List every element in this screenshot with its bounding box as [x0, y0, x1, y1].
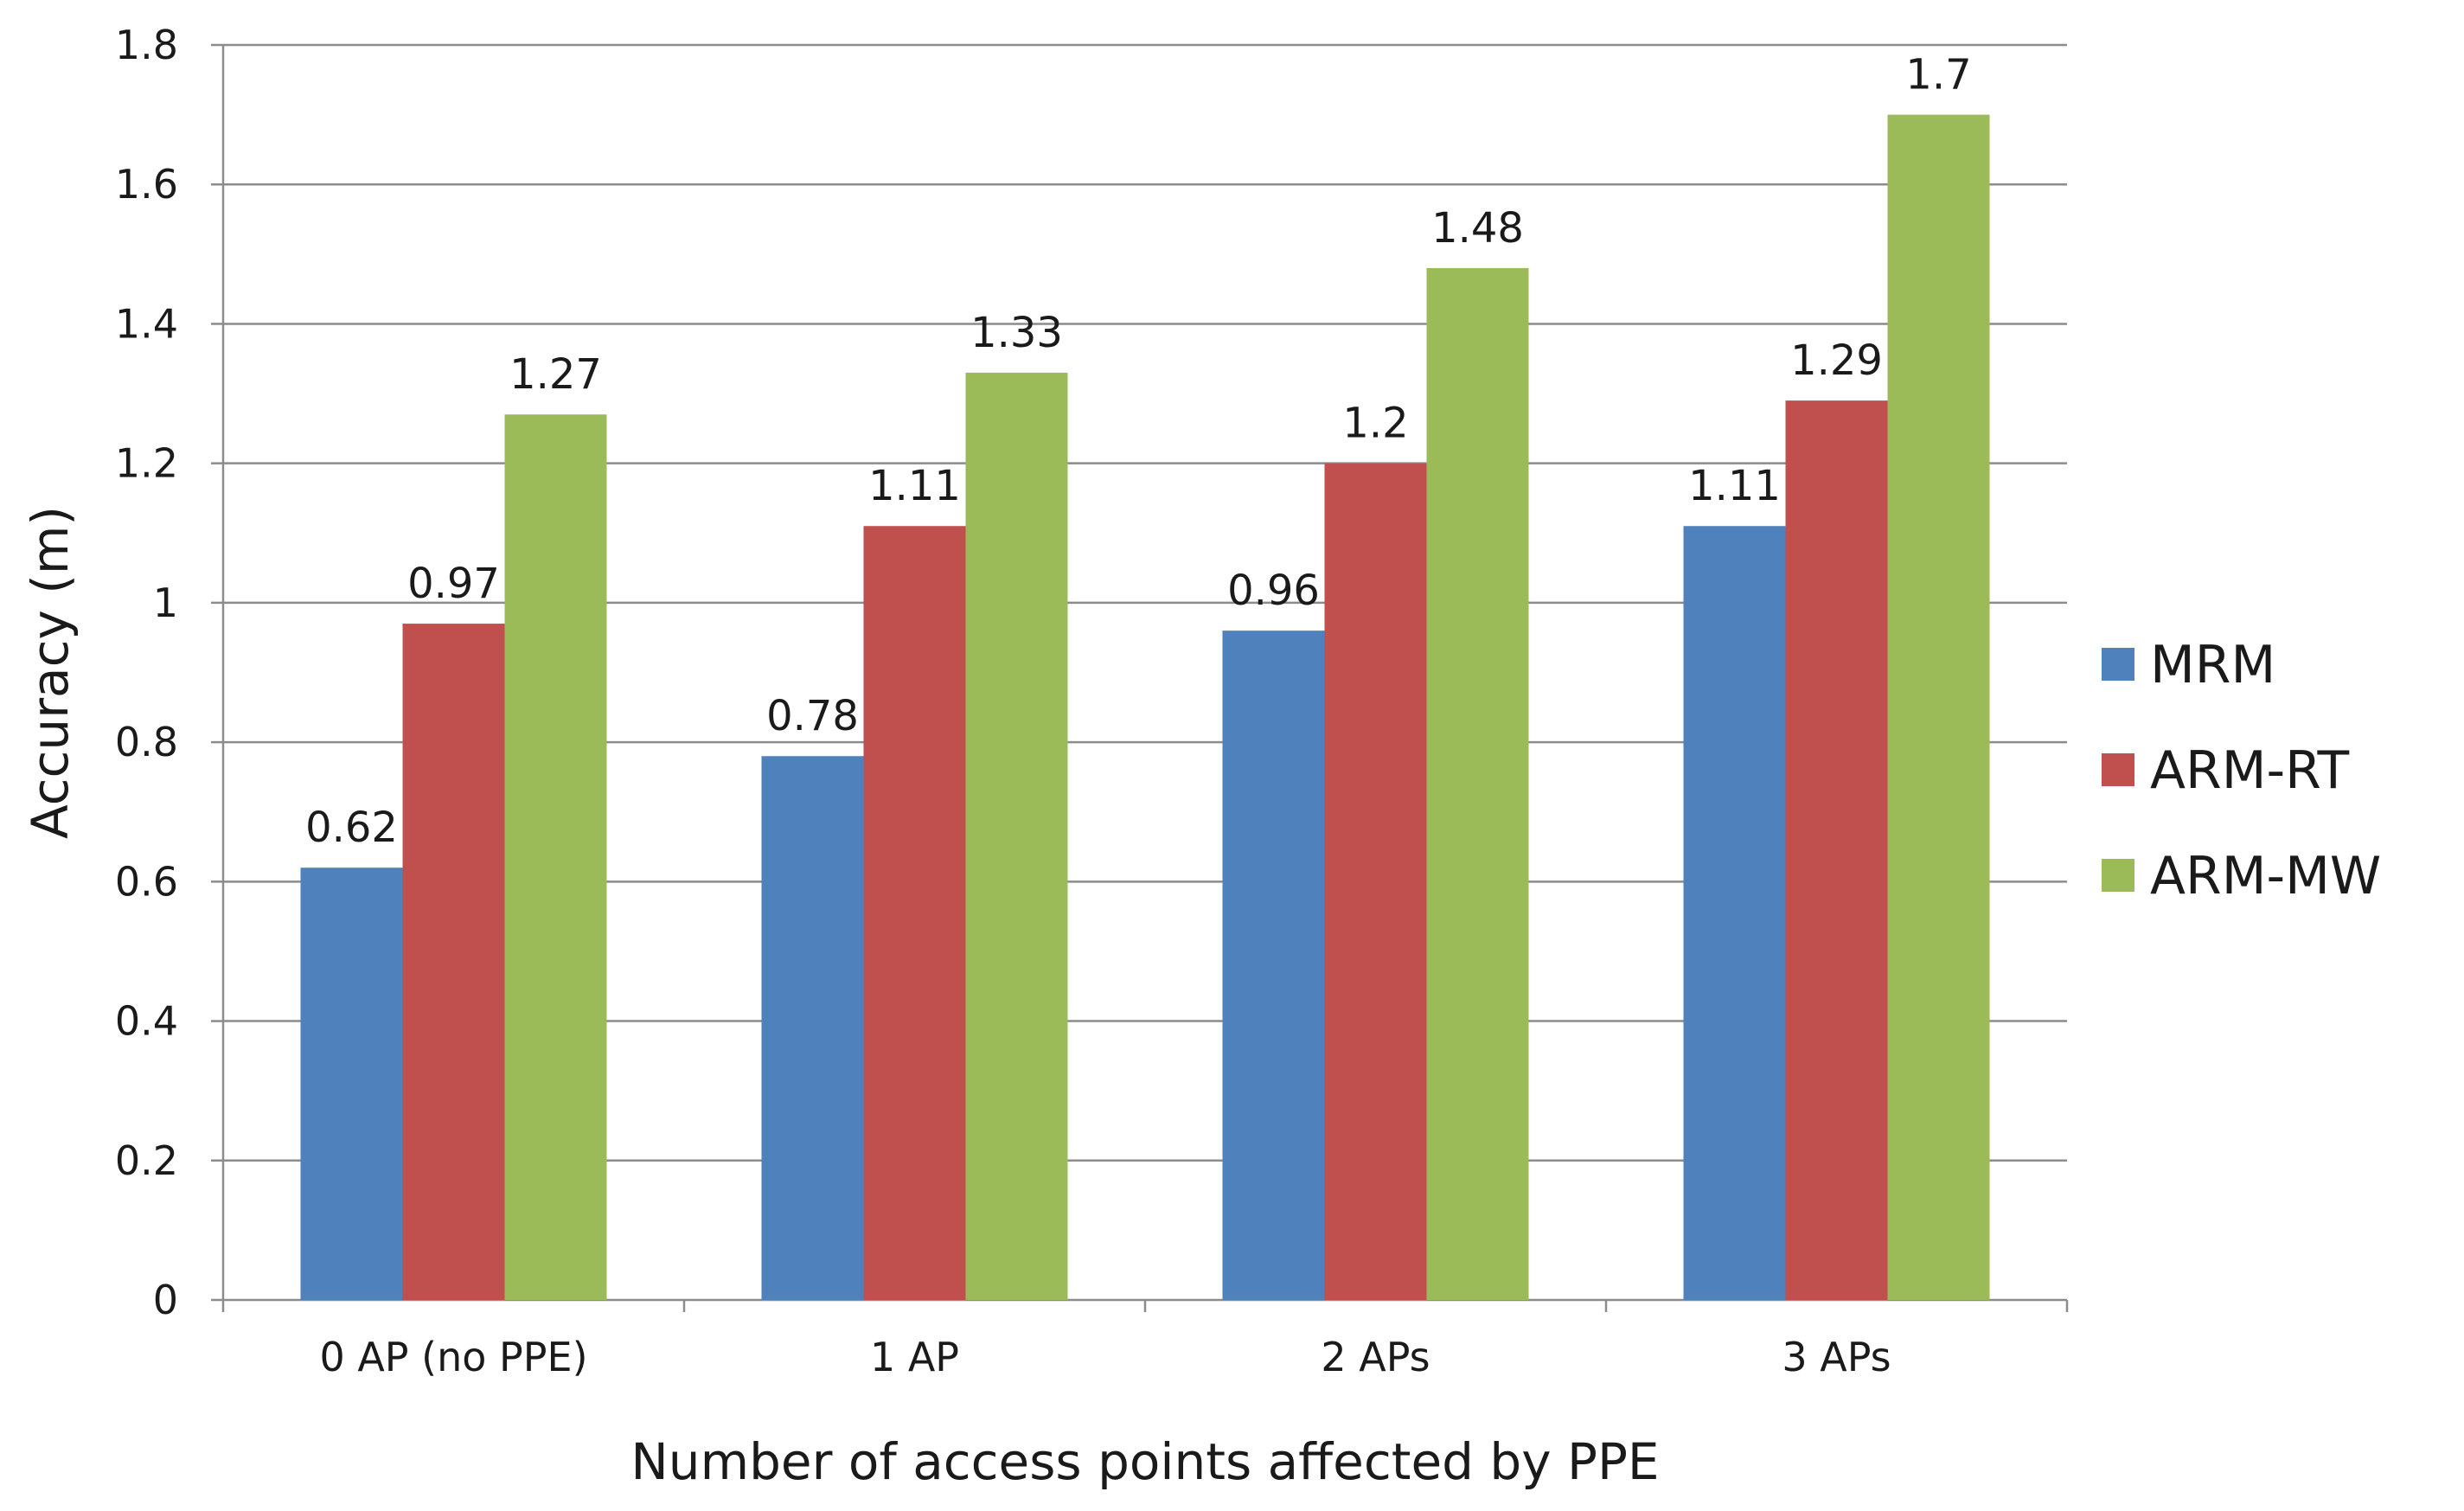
data-label: 1.27 — [509, 350, 602, 399]
data-label: 0.62 — [305, 804, 398, 852]
legend-label-arm-mw: ARM-MW — [2150, 846, 2381, 906]
x-category-label: 3 APs — [1782, 1334, 1891, 1380]
legend: MRM ARM-RT ARM-MW — [2102, 635, 2381, 906]
legend-swatch-arm-mw — [2102, 859, 2134, 892]
x-axis-title: Number of access points affected by PPE — [630, 1432, 1659, 1491]
bar-arm-rt-2 — [863, 526, 966, 1300]
y-tick-label: 0.8 — [115, 719, 178, 765]
legend-label-arm-rt: ARM-RT — [2150, 740, 2349, 801]
x-category-label: 2 APs — [1321, 1334, 1430, 1380]
data-label: 1.48 — [1431, 204, 1524, 253]
x-category-label: 1 AP — [870, 1334, 959, 1380]
bar-arm-mw-2 — [965, 372, 1068, 1301]
data-label: 1.11 — [1688, 462, 1781, 510]
bar-mrm-4 — [1683, 526, 1786, 1300]
y-axis-title: Accuracy (m) — [21, 506, 80, 839]
data-label: 1.2 — [1342, 400, 1408, 448]
x-category-label: 0 AP (no PPE) — [319, 1334, 587, 1380]
y-tick-label: 0 — [153, 1277, 178, 1323]
bar-arm-mw-1 — [504, 414, 607, 1300]
bars — [300, 114, 1990, 1301]
data-label: 1.29 — [1790, 336, 1883, 385]
y-tick-label: 1.6 — [115, 161, 178, 208]
bar-arm-rt-4 — [1785, 400, 1888, 1300]
data-label: 0.78 — [766, 692, 859, 740]
bar-arm-rt-1 — [402, 624, 505, 1300]
data-labels: 0.62 0.97 1.27 0.78 1.11 1.33 0.96 1.2 1.48 1.11 1… — [305, 51, 1972, 853]
bar-arm-mw-3 — [1426, 267, 1529, 1300]
y-tick-label: 0.2 — [115, 1137, 178, 1184]
bar-mrm-1 — [300, 868, 403, 1300]
y-tick-label: 1.4 — [115, 300, 178, 347]
data-label: 0.97 — [407, 560, 500, 608]
data-label: 1.11 — [868, 462, 961, 510]
y-tick-label: 1.2 — [115, 440, 178, 487]
y-tick-label: 1.8 — [115, 22, 178, 68]
legend-swatch-mrm — [2102, 648, 2134, 681]
data-label: 1.7 — [1905, 51, 1971, 99]
y-tick-label: 0.4 — [115, 998, 178, 1045]
bar-arm-rt-3 — [1324, 463, 1427, 1300]
data-label: 0.96 — [1227, 567, 1320, 615]
legend-label-mrm: MRM — [2150, 635, 2275, 695]
data-label: 1.33 — [970, 309, 1063, 357]
bar-mrm-2 — [761, 756, 864, 1300]
y-tick-label: 0.6 — [115, 858, 178, 905]
legend-swatch-arm-rt — [2102, 753, 2134, 786]
y-tick-label: 1 — [153, 579, 178, 626]
bar-mrm-3 — [1222, 631, 1325, 1300]
bar-arm-mw-4 — [1887, 114, 1990, 1301]
tick-labels: 0 0.2 0.4 0.6 0.8 1 1.2 1.4 1.6 1.8 0 AP (no PPE) 1… — [115, 22, 1891, 1380]
